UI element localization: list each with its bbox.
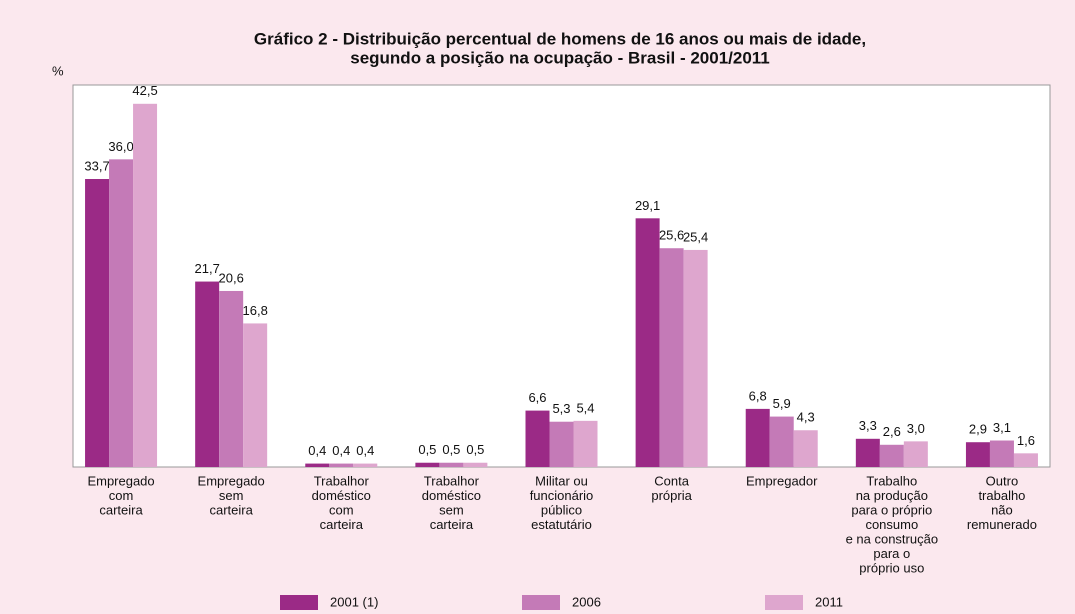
- x-tick-label: para o: [873, 546, 910, 561]
- bar: [463, 462, 488, 467]
- x-tick-label: doméstico: [312, 488, 371, 503]
- x-tick-label: estatutário: [531, 517, 592, 532]
- y-axis-label: %: [52, 63, 64, 78]
- x-tick-label: funcionário: [530, 488, 594, 503]
- x-tick-label: para o próprio: [851, 502, 932, 517]
- x-tick-label: carteira: [209, 502, 253, 517]
- value-label: 16,8: [243, 303, 268, 318]
- value-label: 3,0: [907, 421, 925, 436]
- x-tick-label: carteira: [99, 502, 143, 517]
- bar: [1013, 453, 1038, 467]
- value-label: 6,8: [749, 388, 767, 403]
- x-tick-label: sem: [219, 488, 244, 503]
- value-label: 2,9: [969, 422, 987, 437]
- x-tick-label: remunerado: [967, 517, 1037, 532]
- bar: [305, 463, 330, 467]
- chart-title: segundo a posição na ocupação - Brasil -…: [350, 48, 770, 67]
- chart-title: Gráfico 2 - Distribuição percentual de h…: [254, 29, 866, 48]
- x-tick-label: Trabalhor: [424, 473, 480, 488]
- x-tick-label: com: [109, 488, 134, 503]
- value-label: 4,3: [797, 410, 815, 425]
- value-label: 36,0: [108, 139, 133, 154]
- legend-label: 2006: [572, 594, 601, 609]
- value-label: 21,7: [195, 261, 220, 276]
- value-label: 0,4: [332, 443, 350, 458]
- bar: [659, 248, 684, 467]
- bar: [219, 290, 244, 467]
- value-label: 0,5: [442, 442, 460, 457]
- bar: [683, 249, 708, 467]
- x-tick-label: Trabalhor: [314, 473, 370, 488]
- bar: [549, 421, 574, 467]
- x-tick-label: consumo: [865, 517, 918, 532]
- x-tick-label: Outro: [986, 473, 1019, 488]
- value-label: 2,6: [883, 424, 901, 439]
- x-tick-label: Empregador: [746, 473, 818, 488]
- value-label: 25,6: [659, 228, 684, 243]
- x-tick-label: Militar ou: [535, 473, 588, 488]
- value-label: 0,4: [308, 443, 326, 458]
- value-label: 5,4: [576, 400, 594, 415]
- bar: [133, 103, 158, 467]
- bar: [573, 420, 598, 467]
- x-tick-label: Empregado: [87, 473, 154, 488]
- x-tick-label: não: [991, 502, 1013, 517]
- bar: [85, 179, 110, 468]
- value-label: 0,5: [418, 442, 436, 457]
- x-tick-label: e na construção: [846, 531, 939, 546]
- bar: [525, 410, 550, 467]
- value-label: 25,4: [683, 229, 708, 244]
- x-tick-label: com: [329, 502, 354, 517]
- bar: [109, 159, 134, 467]
- bar: [855, 438, 880, 467]
- x-tick-label: Trabalho: [866, 473, 917, 488]
- value-label: 33,7: [84, 158, 109, 173]
- value-label: 0,5: [466, 442, 484, 457]
- bar: [903, 441, 928, 467]
- bar: [769, 416, 794, 467]
- x-tick-label: público: [541, 502, 582, 517]
- bar: [745, 408, 770, 467]
- value-label: 0,4: [356, 443, 374, 458]
- bar: [195, 281, 220, 467]
- legend-swatch: [280, 595, 318, 610]
- x-tick-label: trabalho: [978, 488, 1025, 503]
- value-label: 29,1: [635, 198, 660, 213]
- x-tick-label: Conta: [654, 473, 689, 488]
- x-tick-label: Empregado: [198, 473, 265, 488]
- value-label: 3,3: [859, 418, 877, 433]
- x-tick-label: sem: [439, 502, 464, 517]
- bar: [415, 462, 440, 467]
- x-tick-label: próprio uso: [859, 560, 924, 575]
- legend-swatch: [765, 595, 803, 610]
- bar: [879, 444, 904, 467]
- value-label: 5,9: [773, 396, 791, 411]
- legend-swatch: [522, 595, 560, 610]
- bar: [439, 462, 464, 467]
- x-tick-label: doméstico: [422, 488, 481, 503]
- bar: [989, 440, 1014, 467]
- bar: [329, 463, 354, 467]
- value-label: 3,1: [993, 420, 1011, 435]
- value-label: 42,5: [132, 83, 157, 98]
- value-label: 5,3: [552, 401, 570, 416]
- x-tick-label: própria: [651, 488, 692, 503]
- bar: [243, 323, 268, 467]
- value-label: 6,6: [528, 390, 546, 405]
- bar: [965, 442, 990, 467]
- bar: [353, 463, 378, 467]
- bar: [635, 218, 660, 467]
- x-tick-label: carteira: [430, 517, 474, 532]
- x-tick-label: na produção: [856, 488, 928, 503]
- x-tick-label: carteira: [320, 517, 364, 532]
- value-label: 1,6: [1017, 433, 1035, 448]
- legend-label: 2001 (1): [330, 594, 378, 609]
- legend-label: 2011: [815, 594, 843, 609]
- bar: [793, 430, 818, 467]
- value-label: 20,6: [219, 270, 244, 285]
